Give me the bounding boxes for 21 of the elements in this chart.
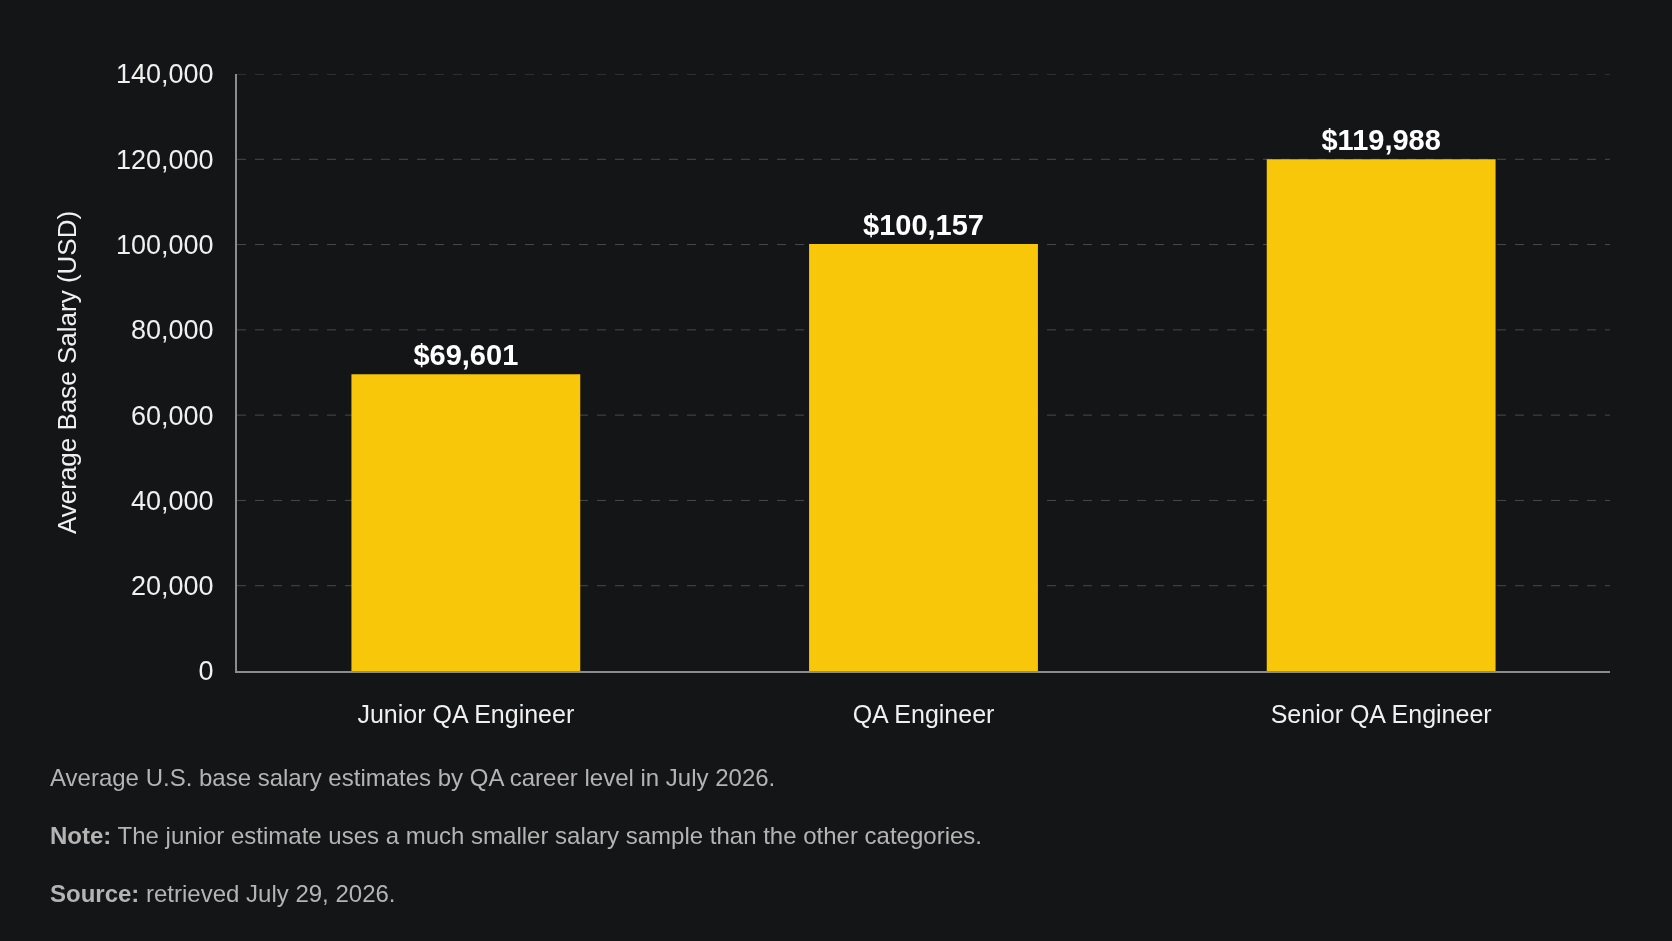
y-tick-label: 0 <box>198 656 214 687</box>
data-label: $119,988 <box>1321 124 1441 157</box>
y-axis-title: Average Base Salary (USD) <box>51 210 82 535</box>
y-tick-label: 80,000 <box>131 315 214 346</box>
y-tick-label: 20,000 <box>131 571 214 602</box>
bar <box>1266 159 1496 671</box>
x-tick-label: Junior QA Engineer <box>357 700 575 728</box>
text: Average U.S. base salary estimates by QA career level in July 2026. <box>50 764 776 791</box>
bar <box>809 243 1038 671</box>
y-tick-label: 140,000 <box>115 59 214 90</box>
y-tick-label: 100,000 <box>115 230 214 261</box>
data-label: $69,601 <box>413 339 519 372</box>
source-note: Source: retrieved July 29, 2026. <box>50 880 396 907</box>
x-tick-label: QA Engineer <box>852 700 995 728</box>
y-tick-label: 120,000 <box>115 144 214 175</box>
y-tick-label: 40,000 <box>131 485 214 516</box>
bar <box>351 374 581 671</box>
y-tick-label: 60,000 <box>131 400 214 431</box>
x-tick-label: Senior QA Engineer <box>1270 700 1492 728</box>
data-label: $100,157 <box>863 208 984 241</box>
text: Note: The junior estimate uses a much smaller salary sample than the other categories. <box>50 822 982 849</box>
